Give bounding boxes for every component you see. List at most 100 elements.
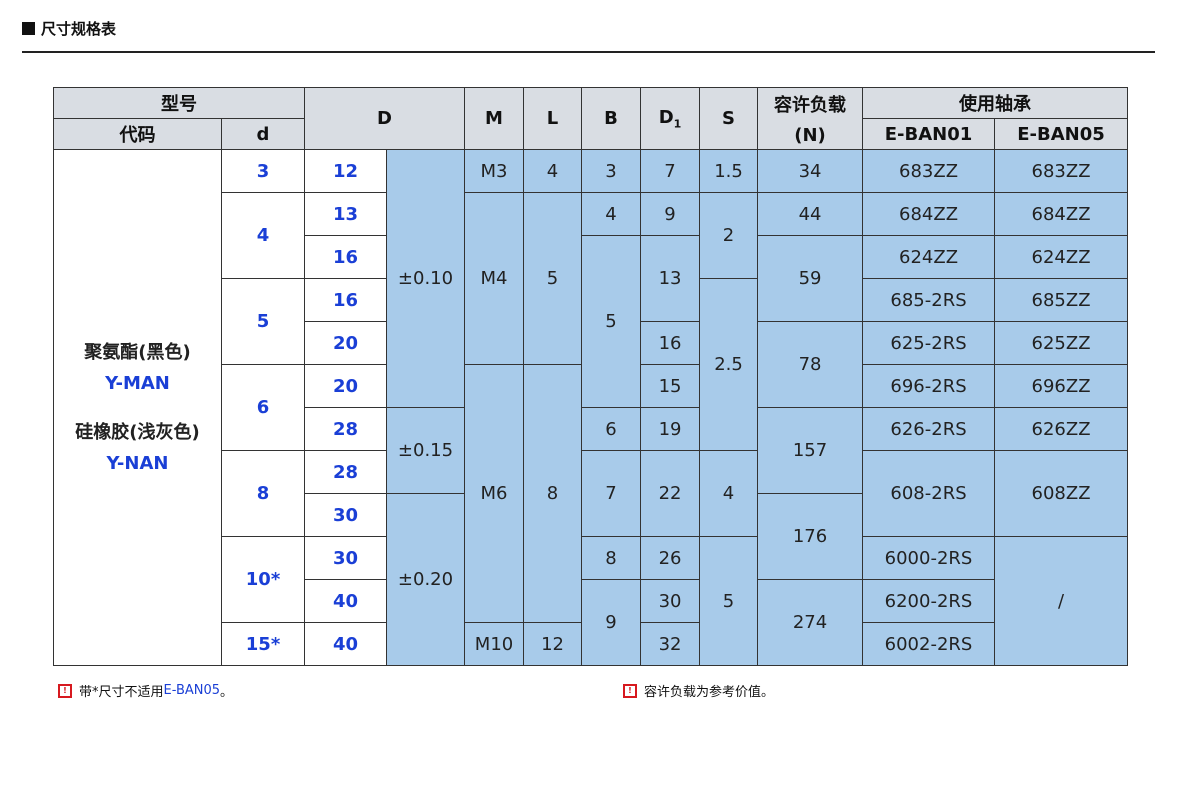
ban01-cell: 624ZZ: [862, 235, 996, 279]
ban05-cell: 626ZZ: [994, 407, 1129, 451]
B-cell: 9: [581, 579, 642, 666]
header-bearing: 使用轴承: [862, 87, 1129, 119]
table-row: 30 ±0.20 176: [54, 493, 1128, 666]
header-D1: D1: [640, 87, 701, 150]
ban01-cell: 6200-2RS: [862, 579, 996, 623]
load-cell: 274: [757, 579, 864, 666]
spec-table: 型号 D M L B D1 S 容许负载 (N) 使用轴承 代码 d E-BAN0…: [53, 87, 1129, 666]
header-ban05: E-BAN05: [994, 118, 1129, 150]
ban01-cell: 684ZZ: [862, 192, 996, 236]
B-cell: 3: [581, 149, 642, 193]
D1-cell: 30: [640, 579, 701, 623]
B-cell: 4: [581, 192, 642, 236]
M-cell: M3: [464, 149, 525, 193]
header-M: M: [464, 87, 525, 150]
D-cell: 40: [304, 622, 387, 666]
footnote-1: ! 带*尺寸不适用 E-BAN05。: [58, 681, 233, 700]
D-cell: 28: [304, 450, 387, 494]
ban01-cell: 696-2RS: [862, 364, 996, 408]
header-S: S: [699, 87, 759, 150]
header-D: D: [303, 87, 466, 150]
M-cell: M4: [464, 192, 525, 365]
table-row: 8 28 7 22 4 608-2RS 608ZZ: [54, 450, 1129, 537]
L-cell: 8: [523, 364, 583, 623]
ban01-cell: 6002-2RS: [862, 622, 996, 666]
divider: [22, 51, 1155, 53]
D-cell: 20: [304, 364, 387, 408]
d-cell: 5: [221, 278, 305, 365]
ban05-cell: 685ZZ: [994, 278, 1129, 322]
header-code: 代码: [53, 118, 222, 150]
B-cell: 6: [581, 407, 642, 451]
table-row: 10* 30 8 26 5 6000-2RS /: [54, 536, 1129, 666]
table-row: 28 ±0.15 6 19 157 626-2RS 626ZZ: [54, 407, 1129, 494]
header-model: 型号: [53, 87, 305, 119]
D1-cell: 22: [640, 450, 701, 537]
S-cell: 2.5: [699, 278, 759, 451]
D1-cell: 9: [640, 192, 701, 236]
ban05-cell: /: [994, 536, 1129, 666]
header-L: L: [523, 87, 583, 150]
B-cell: 5: [581, 235, 642, 408]
d-cell: 10*: [221, 536, 305, 623]
tol-cell: ±0.15: [385, 407, 466, 494]
d-cell: 6: [221, 364, 305, 451]
table-row: 4 13 M4 5 4 9 2 44 684ZZ 684ZZ: [54, 192, 1129, 365]
M-cell: M6: [464, 364, 525, 623]
header-B: B: [581, 87, 642, 150]
header-load: 容许负载 (N): [757, 87, 864, 150]
L-cell: 12: [523, 622, 583, 666]
table-row: 16 5 13 59 624ZZ 624ZZ: [54, 235, 1129, 408]
section-title: 尺寸规格表: [22, 18, 116, 39]
code-cell: 聚氨酯(黑色) Y-MAN 硅橡胶(浅灰色) Y-NAN: [53, 149, 222, 666]
S-cell: 4: [699, 450, 759, 537]
load-cell: 157: [757, 407, 864, 494]
table-row: 5 16 2.5 685-2RS 685ZZ: [54, 278, 1129, 451]
M-cell: M10: [464, 622, 525, 666]
S-cell: 1.5: [699, 149, 759, 193]
header-ban01: E-BAN01: [862, 118, 996, 150]
table-row: 15* 40 M10 12 32 6002-2RS: [54, 622, 1128, 666]
D1-cell: 19: [640, 407, 701, 451]
L-cell: 5: [523, 192, 583, 365]
ban01-cell: 625-2RS: [862, 321, 996, 365]
D-cell: 30: [304, 493, 387, 537]
D1-cell: 32: [640, 622, 701, 666]
D1-cell: 13: [640, 235, 701, 322]
load-cell: 44: [757, 192, 864, 236]
note-icon: !: [58, 683, 72, 698]
D-cell: 13: [304, 192, 387, 236]
tol-cell: ±0.10: [385, 149, 466, 408]
D-cell: 28: [304, 407, 387, 451]
D1-cell: 26: [640, 536, 701, 580]
d-cell: 3: [221, 149, 305, 193]
ban05-cell: 608ZZ: [994, 450, 1129, 537]
load-cell: 176: [757, 493, 864, 580]
D-cell: 30: [304, 536, 387, 580]
load-cell: 59: [757, 235, 864, 322]
header-row-2: 代码 d E-BAN01 E-BAN05: [53, 118, 1129, 150]
ban01-cell: 6000-2RS: [862, 536, 996, 580]
d-cell: 15*: [221, 622, 305, 666]
ban01-cell: 608-2RS: [862, 450, 996, 537]
ban05-cell: 624ZZ: [994, 235, 1129, 279]
tol-cell: ±0.20: [385, 493, 466, 666]
D1-cell: 15: [640, 364, 701, 408]
ban01-cell: 685-2RS: [862, 278, 996, 322]
B-cell: 7: [581, 450, 642, 537]
ban01-cell: 683ZZ: [862, 149, 996, 193]
B-cell: 8: [581, 536, 642, 580]
note-icon: !: [623, 683, 637, 698]
D-cell: 16: [304, 235, 387, 279]
section-title-text: 尺寸规格表: [41, 20, 117, 38]
D-cell: 20: [304, 321, 387, 365]
S-cell: 5: [699, 536, 759, 666]
table-row: 6 20 M6 8 15 696-2RS 696ZZ: [54, 364, 1129, 623]
ban05-cell: 625ZZ: [994, 321, 1129, 365]
ban05-cell: 684ZZ: [994, 192, 1129, 236]
D-cell: 12: [304, 149, 387, 193]
L-cell: 4: [523, 149, 583, 193]
D1-cell: 7: [640, 149, 701, 193]
ban01-cell: 626-2RS: [862, 407, 996, 451]
load-cell: 78: [757, 321, 864, 408]
